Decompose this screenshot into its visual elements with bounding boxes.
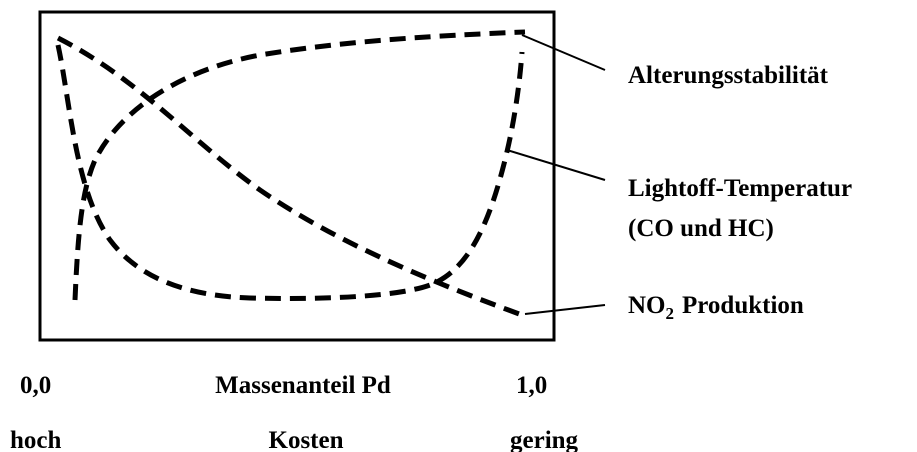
leader-line xyxy=(524,304,606,315)
no2-rest: Produktion xyxy=(682,292,804,319)
frame xyxy=(38,10,556,342)
axis-title: Massenanteil Pd xyxy=(215,372,391,399)
aging-curve xyxy=(72,29,526,301)
axis-left: 0,0 xyxy=(20,372,51,399)
leader-line xyxy=(506,149,606,181)
label-lightoff-sub: (CO und HC) xyxy=(628,215,774,242)
no2-main: NO xyxy=(628,292,666,319)
label-aging: Alterungsstabilität xyxy=(628,62,829,89)
axis-right: 1,0 xyxy=(516,372,547,399)
label-no2: NO2 Produktion xyxy=(628,292,804,323)
cost-right: gering xyxy=(510,427,579,452)
no2-curve xyxy=(56,35,523,318)
lightoff-curve xyxy=(55,44,525,301)
leader-line xyxy=(521,34,606,71)
cost-left: hoch xyxy=(10,427,62,452)
no2-sub: 2 xyxy=(666,304,675,323)
cost-title: Kosten xyxy=(269,427,344,452)
label-lightoff: Lightoff-Temperatur xyxy=(628,175,852,202)
